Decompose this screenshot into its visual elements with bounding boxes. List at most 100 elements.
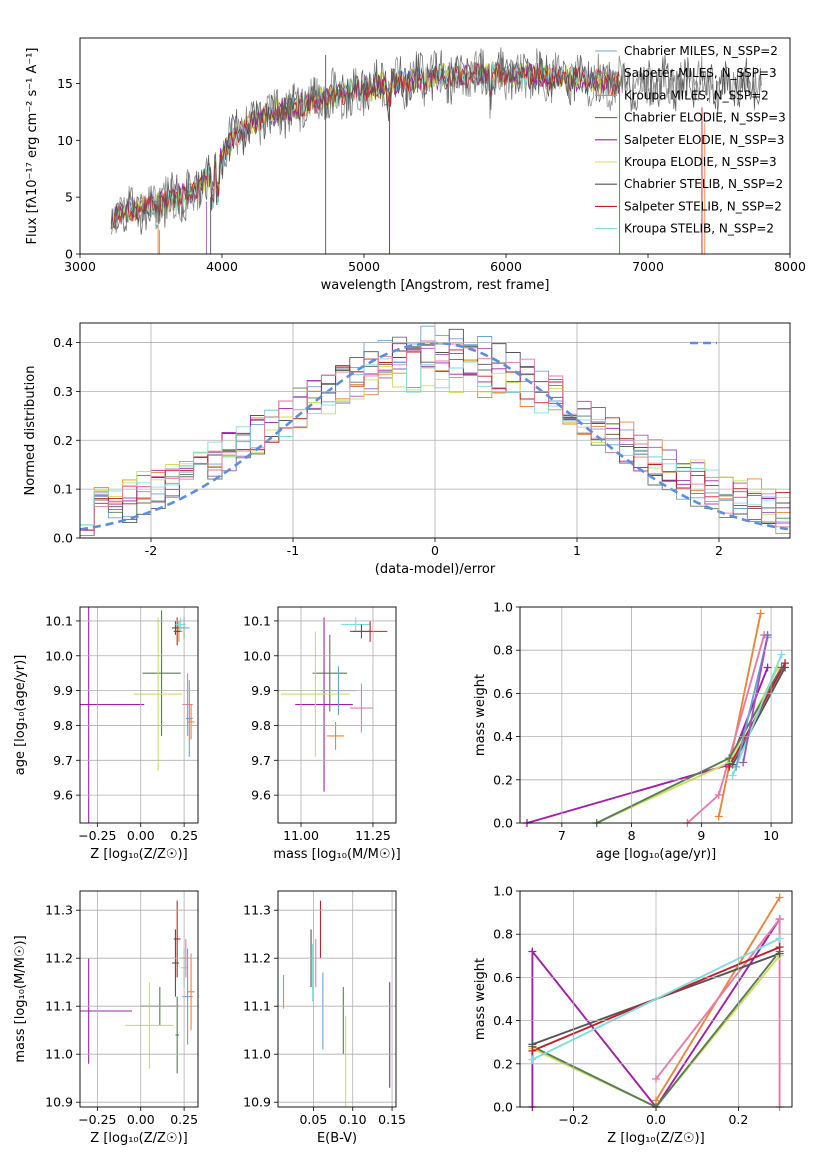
y-axis-label: age [log₁₀(age/yr)] <box>13 655 28 776</box>
tick-label-x: 0.15 <box>378 1112 406 1127</box>
legend: Chabrier MILES, N_SSP=2 Salpeter MILES, N… <box>595 44 786 236</box>
tick-label-y: 10.1 <box>45 613 73 628</box>
tick-label-y: 9.6 <box>53 788 73 803</box>
tick-label-x: 0.00 <box>127 1112 155 1127</box>
y-axis-label: mass [log₁₀(M/M☉)] <box>13 935 28 1062</box>
tick-label-x: 4000 <box>206 259 238 274</box>
tick-label-x: 9 <box>697 828 705 843</box>
tick-label-y: 11.1 <box>45 999 73 1014</box>
axes-frame <box>79 37 791 255</box>
tick-label-y: 11.1 <box>243 999 271 1014</box>
legend-entry: Salpeter ELODIE, N_SSP=3 <box>624 133 785 147</box>
weight-marker <box>775 915 784 924</box>
weight-marker <box>728 771 737 780</box>
chart-age-vs-Z: −0.25 0.00 0.25 9.6 9.7 9.8 9.9 10.0 10.1 Z [log₁… <box>13 606 199 862</box>
tick-label-x: 8000 <box>774 259 806 274</box>
weight-marker <box>775 943 784 952</box>
tick-label-y: 1.0 <box>493 600 513 615</box>
tick-label-y: 10.0 <box>243 648 271 663</box>
tick-label-y: 0.6 <box>493 686 513 701</box>
legend-entry: Chabrier STELIB, N_SSP=2 <box>624 177 783 191</box>
tick-label-x: 5000 <box>348 259 380 274</box>
tick-label-x: 10 <box>763 828 779 843</box>
tick-label-y: 15 <box>57 76 73 91</box>
weight-marker <box>763 631 772 640</box>
chart-spectrum: 3000 4000 5000 6000 7000 8000 0 5 10 15 Chabrier M… <box>25 37 806 293</box>
weight-marker <box>714 812 723 821</box>
tick-label-y: 11.2 <box>243 951 271 966</box>
tick-label-x: -2 <box>145 543 157 558</box>
tick-label-y: 9.9 <box>251 683 271 698</box>
chart-mass-vs-Z: −0.25 0.00 0.25 10.9 11.0 11.1 11.2 11.3 Z [log₁… <box>13 890 199 1146</box>
tick-label-y: 0.2 <box>493 1056 513 1071</box>
tick-label-y: 0 <box>65 247 73 262</box>
axes-frame <box>519 606 793 824</box>
weight-marker <box>781 659 790 668</box>
tick-label-x: 1 <box>573 543 581 558</box>
x-axis-label: E(B-V) <box>317 1131 357 1146</box>
chart-weight-vs-Z: −0.2 0.0 0.2 0.0 0.2 0.4 0.6 0.8 1.0 Z [log₁₀(Z/Z… <box>473 884 793 1146</box>
tick-label-x: 0.00 <box>127 828 155 843</box>
plot-area <box>110 47 762 254</box>
x-axis-label: mass [log₁₀(M/M☉)] <box>273 847 400 862</box>
weight-marker <box>652 1074 660 1083</box>
tick-label-y: 5 <box>65 190 73 205</box>
weight-marker <box>739 758 748 767</box>
weight-marker <box>725 762 734 771</box>
weight-line <box>717 613 762 817</box>
y-axis-label: Flux [fλ10⁻¹⁷ erg cm⁻² s⁻¹ A⁻¹] <box>25 48 40 245</box>
axes-frame <box>519 890 793 1108</box>
plot-area <box>526 613 786 823</box>
weight-marker <box>777 650 786 659</box>
legend-entry: Kroupa MILES, N_SSP=2 <box>624 88 769 102</box>
weight-marker <box>528 1055 537 1064</box>
tick-label-x: 2 <box>715 543 723 558</box>
weight-marker <box>714 790 723 799</box>
tick-label-x: -1 <box>287 543 299 558</box>
y-axis-label: Normed distribution <box>23 366 38 496</box>
tick-label-x: 6000 <box>490 259 522 274</box>
tick-label-x: 0.25 <box>170 1112 198 1127</box>
tick-label-x: 7 <box>558 828 566 843</box>
tick-label-y: 0.2 <box>53 433 73 448</box>
weight-line <box>742 634 769 763</box>
tick-label-y: 9.8 <box>53 718 73 733</box>
spectrum-line <box>110 47 762 235</box>
axes-frame <box>277 606 397 824</box>
plot-area <box>280 617 388 792</box>
tick-label-y: 11.3 <box>243 903 271 918</box>
plot-area <box>80 607 195 823</box>
chart-age-vs-mass: 11.00 11.25 9.6 9.7 9.8 9.9 10.0 10.1 mass [log₁… <box>243 606 401 862</box>
tick-label-y: 0.8 <box>493 643 513 658</box>
tick-label-x: 3000 <box>64 259 96 274</box>
tick-label-y: 9.6 <box>251 788 271 803</box>
axes-frame <box>277 890 397 1108</box>
weight-marker <box>775 934 784 943</box>
tick-label-x: −0.25 <box>78 828 116 843</box>
tick-label-y: 1.0 <box>493 884 513 899</box>
x-axis-label: Z [log₁₀(Z/Z☉)] <box>90 847 187 862</box>
x-axis-label: Z [log₁₀(Z/Z☉)] <box>90 1131 187 1146</box>
chart-mass-vs-ebv: 0.05 0.10 0.15 10.9 11.0 11.1 11.2 11.3 E(B-V) <box>243 890 406 1146</box>
tick-label-y: 11.0 <box>243 1047 271 1062</box>
tick-label-y: 10.9 <box>243 1095 271 1110</box>
tick-label-y: 0.0 <box>493 816 513 831</box>
chart-residuals: -2 -1 0 1 2 0.0 0.1 0.2 0.3 0.4 (data-model)/error… <box>23 322 791 577</box>
tick-label-x: 0 <box>431 543 439 558</box>
tick-label-y: 0.1 <box>53 482 73 497</box>
tick-label-x: 7000 <box>632 259 664 274</box>
tick-label-y: 9.7 <box>251 753 271 768</box>
legend-entry: Chabrier MILES, N_SSP=2 <box>624 44 778 58</box>
x-axis-label: age [log₁₀(age/yr)] <box>596 847 717 862</box>
tick-label-x: 0.05 <box>299 1112 327 1127</box>
tick-label-y: 10.0 <box>45 648 73 663</box>
tick-label-y: 10 <box>57 133 73 148</box>
tick-label-y: 0.2 <box>493 772 513 787</box>
legend-entry: Chabrier ELODIE, N_SSP=3 <box>624 111 786 125</box>
tick-label-y: 0.6 <box>493 970 513 985</box>
y-axis-label: mass weight <box>473 674 488 756</box>
x-axis-label: Z [log₁₀(Z/Z☉)] <box>607 1131 704 1146</box>
weight-marker <box>528 947 537 956</box>
tick-label-y: 11.2 <box>45 951 73 966</box>
tick-label-y: 0.0 <box>53 531 73 546</box>
